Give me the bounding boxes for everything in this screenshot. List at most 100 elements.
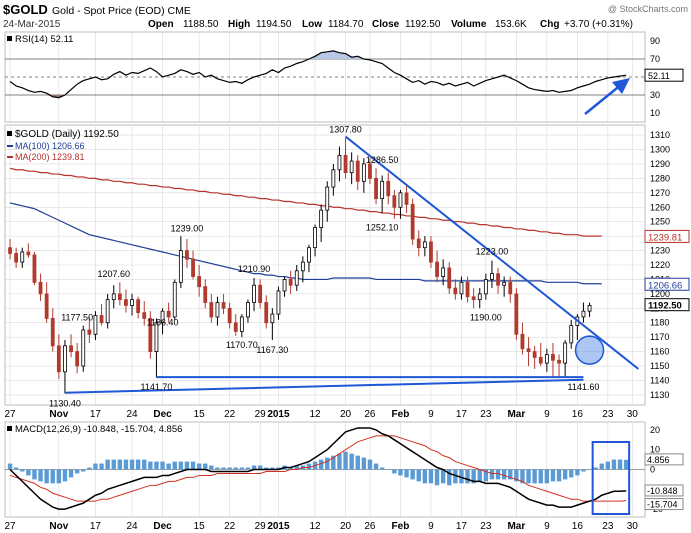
macd-histogram-bar: [587, 469, 592, 470]
rsi-overbought-fill: [333, 50, 340, 59]
x-axis-label: 9: [544, 409, 550, 420]
close-value-box-text: 1192.50: [648, 301, 682, 312]
candle-body: [398, 192, 403, 208]
macd-histogram-bar: [257, 465, 263, 470]
candle-body: [490, 273, 494, 280]
x-axis-label-bottom: 12: [309, 521, 321, 532]
x-axis-label-bottom: 17: [456, 521, 468, 532]
candle-body: [581, 310, 586, 318]
x-axis-label-bottom: 9: [428, 521, 434, 532]
candle-body: [355, 160, 360, 182]
x-axis-label-bottom: 16: [572, 521, 584, 532]
price-tick-label: 1170: [650, 332, 669, 342]
macd-histogram-bar: [294, 465, 299, 470]
candle-body: [258, 284, 263, 303]
macd-histogram-bar: [81, 469, 86, 472]
macd-histogram-bar: [440, 469, 446, 484]
volume-value: 153.6K: [495, 19, 527, 30]
candle-body: [569, 325, 574, 344]
candle-body: [75, 351, 80, 367]
x-axis-label: 15: [194, 409, 206, 420]
candle-body: [294, 270, 299, 286]
candle-body: [26, 251, 31, 256]
rsi-overbought-fill: [327, 50, 334, 59]
macd-histogram-bar: [331, 455, 336, 470]
candle-body: [587, 305, 592, 312]
macd-histogram-bar: [227, 467, 232, 470]
macd-histogram-bar: [337, 453, 342, 470]
macd-histogram-bar: [148, 461, 153, 470]
macd-histogram-bar: [288, 467, 293, 470]
price-tick-label: 1250: [650, 217, 670, 227]
candle-body: [453, 287, 458, 295]
candle-body: [459, 281, 464, 295]
price-legend-swatch: [7, 131, 12, 136]
x-axis-label: Feb: [392, 409, 410, 420]
candle-body: [50, 318, 55, 347]
macd-histogram-bar: [172, 461, 177, 470]
macd-histogram-bar: [7, 463, 13, 470]
price-tick-label: 1200: [650, 289, 670, 299]
volume-label: Volume: [451, 19, 487, 30]
macd-histogram-bar: [367, 459, 373, 470]
rsi-trend-arrow: [584, 83, 623, 115]
x-axis-label: 16: [572, 409, 584, 420]
x-axis-label-bottom: 24: [126, 521, 138, 532]
open-label: Open: [148, 19, 174, 30]
macd-histogram-bar: [471, 469, 476, 484]
rsi-trend-arrowhead: [612, 78, 630, 94]
candle-body: [221, 302, 226, 309]
high-value: 1194.50: [256, 19, 292, 30]
price-annotation: 1286.50: [366, 155, 399, 165]
macd-histogram-bar: [495, 469, 501, 480]
macd-tick-label: 20: [650, 425, 660, 435]
instrument-name: Gold - Spot Price (EOD) CME: [52, 5, 191, 17]
candle-body: [136, 299, 141, 314]
price-annotation: 1170.70: [226, 340, 258, 350]
macd-histogram-bar: [343, 451, 348, 470]
price-tick-label: 1290: [650, 159, 670, 169]
macd-histogram-bar: [550, 469, 556, 482]
candle-body: [410, 203, 415, 240]
macd-label: MACD(12,26,9) -10.848, -15.704, 4.856: [15, 424, 182, 435]
candle-body: [532, 351, 537, 358]
chg-label: Chg: [540, 19, 559, 30]
candle-body: [124, 299, 128, 306]
price-annotation: 1210.90: [238, 264, 271, 274]
macd-histogram-bar: [264, 467, 269, 470]
x-axis-label-bottom: 20: [340, 521, 352, 532]
macd-signal-value: -15.704: [647, 500, 678, 510]
candle-body: [252, 284, 256, 303]
candle-body: [282, 279, 287, 292]
rsi-overbought-fill: [339, 52, 346, 59]
macd-histogram-bar: [617, 459, 623, 470]
macd-histogram-bar: [129, 459, 135, 470]
macd-histogram-bar: [306, 463, 312, 470]
macd-histogram-bar: [361, 457, 367, 470]
macd-histogram-bar: [447, 469, 452, 486]
candle-body: [380, 180, 385, 200]
candle-body: [93, 315, 98, 335]
macd-histogram-bar: [386, 469, 391, 470]
x-axis-label: 17: [456, 409, 468, 420]
macd-histogram-bar: [477, 469, 482, 482]
price-tick-label: 1160: [650, 347, 669, 357]
macd-histogram-bar: [410, 469, 415, 480]
macd-histogram-bar: [373, 463, 379, 470]
price-annotation: 1252.10: [366, 223, 399, 233]
macd-histogram-bar: [575, 469, 580, 476]
price-annotation: 1190.00: [470, 312, 502, 322]
price-annotation: 1141.60: [568, 382, 600, 392]
candle-body: [538, 356, 543, 364]
rsi-value-box: [644, 68, 684, 82]
macd-legend: MACD(12,26,9) -10.848, -15.704, 4.856: [7, 424, 182, 435]
x-axis-label: Dec: [153, 409, 172, 420]
x-axis-label-bottom: 26: [364, 521, 376, 532]
macd-histogram-bar: [166, 463, 171, 470]
candle-body: [331, 169, 336, 188]
macd-histogram-bar: [398, 469, 403, 476]
candle-body: [166, 310, 171, 318]
price-annotation: 1177.50: [61, 312, 93, 322]
candle-body: [349, 160, 354, 174]
